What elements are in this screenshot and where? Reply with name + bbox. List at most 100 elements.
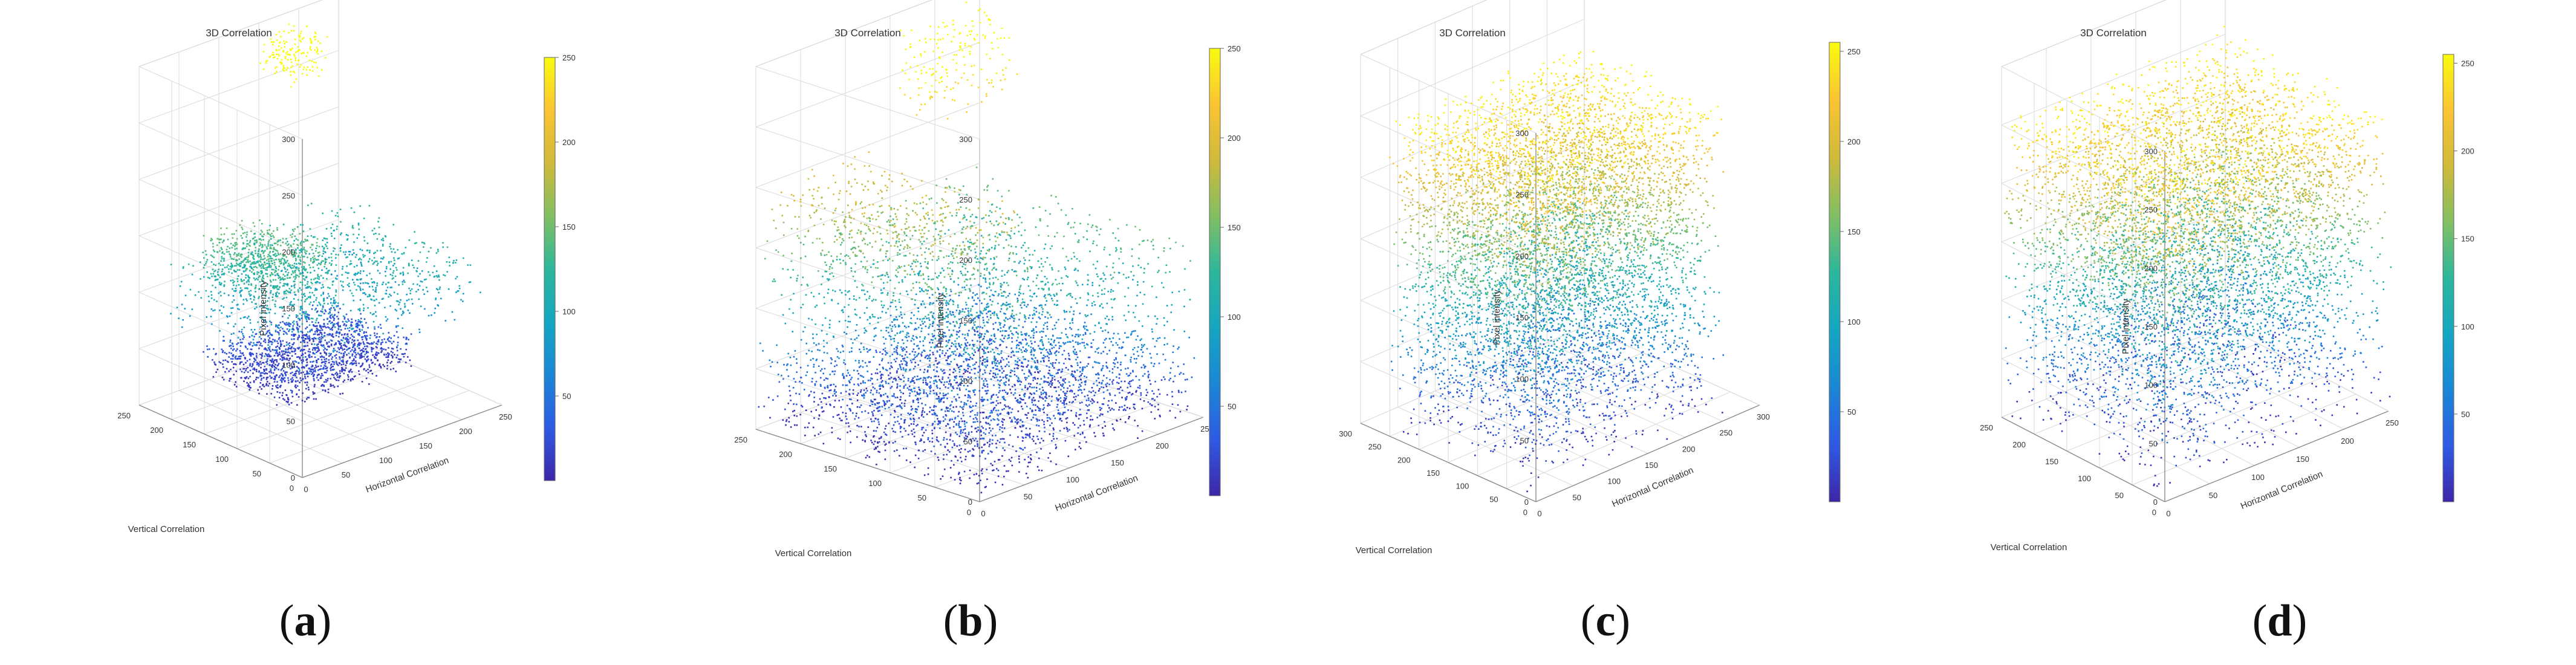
data-point xyxy=(294,371,297,372)
data-point xyxy=(1072,375,1074,378)
data-point xyxy=(319,368,320,371)
data-point xyxy=(343,323,345,325)
data-point xyxy=(298,244,299,247)
data-point xyxy=(322,284,324,286)
data-point xyxy=(244,345,247,348)
data-point xyxy=(264,339,266,341)
data-point xyxy=(788,417,790,419)
data-point xyxy=(354,355,356,357)
data-point xyxy=(304,337,307,340)
data-point xyxy=(292,305,294,307)
data-point xyxy=(250,283,252,285)
data-point xyxy=(320,375,322,377)
data-point xyxy=(253,237,255,239)
data-point xyxy=(850,441,851,444)
data-point xyxy=(322,260,325,262)
data-point xyxy=(313,379,315,381)
data-point xyxy=(332,349,334,352)
data-point xyxy=(235,355,237,357)
data-point xyxy=(1008,380,1010,381)
data-point xyxy=(373,257,376,259)
data-point xyxy=(351,292,353,294)
data-point xyxy=(299,369,301,372)
data-point xyxy=(333,374,334,376)
data-point xyxy=(288,288,291,290)
data-point xyxy=(389,340,391,343)
data-point xyxy=(281,359,283,362)
box-edge xyxy=(755,0,933,67)
data-point xyxy=(409,312,411,314)
data-point xyxy=(860,426,862,427)
data-point xyxy=(365,369,367,372)
data-point xyxy=(289,48,291,50)
data-point xyxy=(273,41,275,44)
data-point xyxy=(361,364,363,366)
data-point xyxy=(278,31,281,33)
data-point xyxy=(212,242,214,245)
data-point xyxy=(307,331,309,333)
data-point xyxy=(286,274,288,276)
data-point xyxy=(294,228,296,230)
data-point xyxy=(351,371,353,373)
data-point xyxy=(282,306,285,308)
data-point xyxy=(298,255,300,256)
data-point xyxy=(262,68,265,70)
data-point xyxy=(989,440,990,443)
data-point xyxy=(349,356,351,358)
data-point xyxy=(951,345,952,347)
data-point xyxy=(239,345,242,347)
data-point xyxy=(1084,375,1085,377)
data-point xyxy=(220,238,222,241)
data-point xyxy=(1016,400,1019,401)
data-point xyxy=(320,261,322,264)
data-point xyxy=(980,336,982,338)
data-point xyxy=(290,323,291,325)
data-point xyxy=(293,342,295,344)
data-point xyxy=(842,384,844,386)
data-point xyxy=(274,377,276,379)
data-point xyxy=(305,373,308,375)
data-point xyxy=(433,276,435,278)
data-point xyxy=(1107,404,1109,406)
data-point xyxy=(953,443,955,445)
data-point xyxy=(310,39,312,41)
data-point xyxy=(234,271,236,273)
data-point xyxy=(828,389,830,392)
data-point xyxy=(1114,363,1116,365)
data-point xyxy=(251,251,253,253)
data-point xyxy=(937,441,940,443)
data-point xyxy=(1015,375,1018,377)
data-point xyxy=(311,70,314,72)
data-point xyxy=(1010,316,1012,317)
data-point xyxy=(260,229,262,232)
data-point xyxy=(981,398,983,401)
data-point xyxy=(316,360,317,362)
data-point xyxy=(316,304,319,307)
data-point xyxy=(275,300,277,302)
data-point xyxy=(1067,455,1070,458)
data-point xyxy=(277,240,279,242)
data-point xyxy=(273,381,276,383)
data-point xyxy=(392,340,395,343)
data-point xyxy=(255,378,257,381)
data-point xyxy=(261,310,263,312)
data-point xyxy=(446,261,448,263)
data-point xyxy=(237,342,239,344)
data-point xyxy=(863,397,865,399)
data-point xyxy=(986,306,987,308)
data-point xyxy=(1100,413,1102,415)
data-point xyxy=(1074,348,1076,351)
data-point xyxy=(339,247,342,249)
data-point xyxy=(981,355,984,358)
data-point xyxy=(333,348,335,350)
data-point xyxy=(940,397,943,400)
data-point xyxy=(382,364,384,366)
data-point xyxy=(231,264,233,267)
data-point xyxy=(275,67,276,69)
data-point xyxy=(1055,344,1057,346)
data-point xyxy=(1099,409,1101,411)
data-point xyxy=(279,329,281,331)
data-point xyxy=(267,256,269,258)
data-point xyxy=(1036,451,1038,453)
data-point xyxy=(1061,370,1063,372)
